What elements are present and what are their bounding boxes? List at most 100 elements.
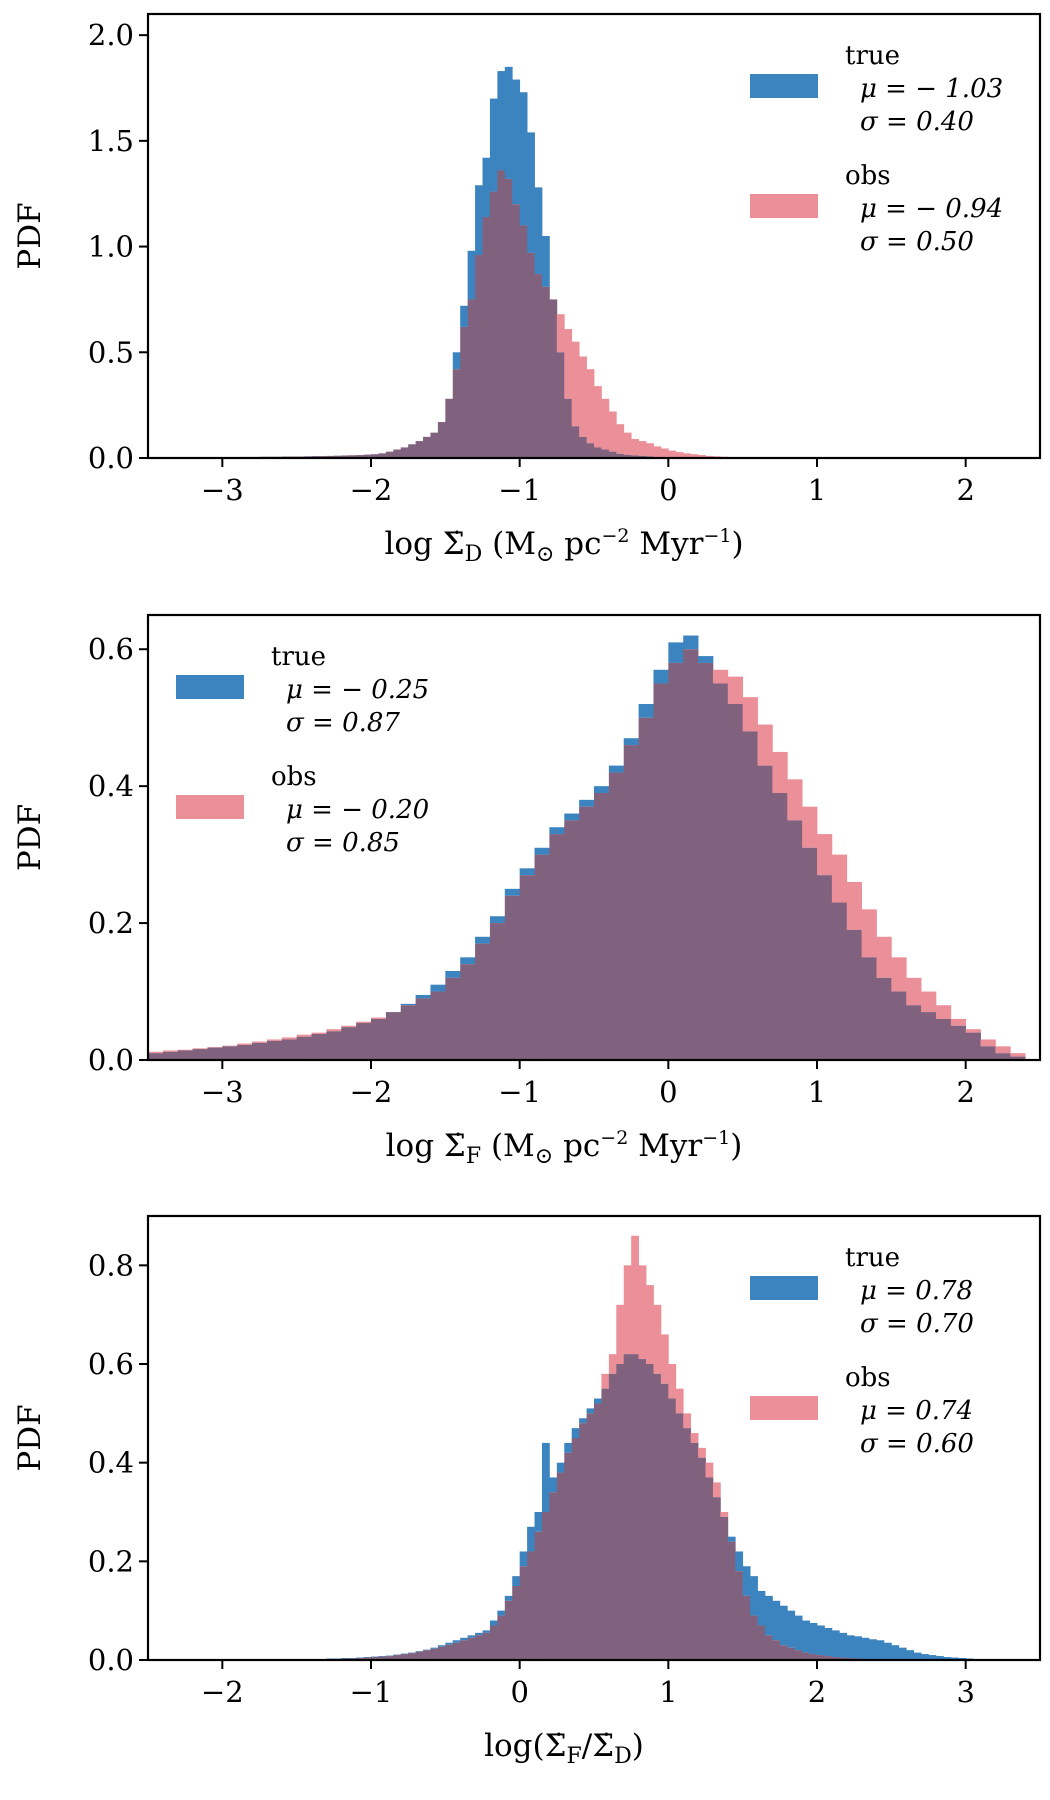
hist-bar-overlap: [586, 1413, 595, 1660]
hist-bar-true: [913, 1652, 922, 1660]
bars-group: [192, 66, 736, 458]
label-part: D: [614, 1744, 632, 1769]
hist-bar-true: [586, 1408, 595, 1414]
hist-bar-overlap: [452, 1642, 461, 1660]
hist-bar-overlap: [415, 441, 424, 458]
hist-bar-overlap: [222, 1046, 238, 1060]
legend-title-true: true: [845, 1243, 900, 1273]
legend-title-true: true: [845, 41, 900, 71]
hist-bar-true: [928, 1655, 937, 1660]
hist-bar-obs: [668, 1364, 677, 1399]
hist-bar-overlap: [995, 1053, 1011, 1060]
legend-sigma-obs: σ = 0.85: [286, 828, 400, 858]
x-tick-label: −1: [498, 473, 541, 507]
hist-bar-overlap: [950, 1025, 967, 1060]
axes-frame: [146, 12, 1042, 460]
hist-bar-true: [794, 1615, 803, 1651]
x-tick-label: −3: [201, 473, 244, 507]
hist-bar-true: [623, 738, 639, 746]
hist-bar-overlap: [623, 745, 639, 1060]
legend-swatch-obs: [750, 194, 818, 218]
y-tick-label: 0.4: [88, 1446, 134, 1480]
hist-bar-obs: [675, 1388, 684, 1414]
hist-bar-obs: [712, 669, 729, 684]
hist-bar-overlap: [519, 875, 535, 1060]
hist-bar-overlap: [430, 991, 446, 1060]
x-tick-label: 1: [659, 1675, 677, 1709]
hist-bar-obs: [1010, 1053, 1026, 1057]
hist-bar-overlap: [437, 1646, 446, 1660]
hist-bar-obs: [712, 1482, 721, 1498]
hist-bar-true: [467, 1635, 476, 1638]
y-tick-label: 0.8: [88, 1248, 134, 1282]
hist-bar-true: [489, 1620, 498, 1626]
hist-bar-true: [437, 1645, 446, 1647]
hist-bar-overlap: [757, 765, 773, 1060]
hist-bar-overlap: [638, 1359, 647, 1660]
hist-bar-true: [653, 669, 669, 684]
hist-bar-overlap: [720, 1516, 729, 1660]
hist-bar-overlap: [311, 1033, 327, 1060]
x-tick-label: 0: [659, 473, 677, 507]
hist-bar-true: [452, 1640, 461, 1643]
hist-bar-true: [415, 994, 431, 999]
hist-bar-true: [735, 1551, 744, 1572]
hist-bar-overlap: [281, 1039, 298, 1060]
hist-bar-true: [445, 971, 461, 978]
hist-bar-overlap: [541, 286, 550, 458]
y-tick-label: 0.0: [88, 441, 134, 475]
hist-bar-overlap: [378, 1656, 387, 1660]
hist-bar-overlap: [794, 1650, 803, 1660]
y-tick-label: 0.6: [88, 1347, 134, 1381]
hist-bar-overlap: [571, 426, 580, 458]
hist-bar-obs: [787, 779, 803, 821]
hist-bar-overlap: [556, 1472, 565, 1660]
hist-bar-true: [950, 1657, 959, 1660]
hist-bar-overlap: [638, 717, 654, 1060]
hist-bar-obs: [705, 1462, 714, 1478]
label-part: −1: [703, 525, 731, 547]
hist-bar-obs: [646, 443, 654, 457]
hist-bar-obs: [772, 751, 788, 793]
hist-bar-overlap: [356, 455, 364, 458]
hist-bar-true: [727, 1536, 736, 1542]
hist-bar-overlap: [727, 704, 744, 1060]
hist-bar-overlap: [341, 455, 350, 458]
hist-bar-true: [482, 1630, 491, 1633]
hist-bar-overlap: [393, 1655, 402, 1660]
y-tick-label: 0.0: [88, 1043, 134, 1077]
hist-bar-overlap: [772, 1640, 781, 1660]
hist-bar-overlap: [482, 216, 491, 458]
legend-mu-obs: μ = − 0.20: [286, 795, 429, 825]
x-tick-label: 2: [956, 1075, 974, 1109]
hist-bar-obs: [237, 1043, 253, 1045]
label-part: −1: [702, 1127, 730, 1149]
legend-swatch-true: [750, 1276, 818, 1300]
hist-bar-overlap: [393, 449, 402, 458]
hist-bar-overlap: [266, 1040, 283, 1060]
legend-mu-obs: μ = − 0.94: [860, 194, 1003, 224]
hist-bar-true: [891, 1645, 900, 1660]
hist-bar-obs: [608, 1354, 617, 1374]
hist-bar-obs: [995, 1046, 1011, 1054]
hist-bar-obs: [586, 369, 595, 444]
hist-bar-true: [541, 236, 550, 287]
hist-bar-obs: [616, 1304, 625, 1364]
hist-bar-obs: [162, 1050, 179, 1052]
axes-frame: [146, 613, 1042, 1062]
hist-bar-overlap: [616, 453, 625, 458]
hist-bar-true: [534, 187, 543, 275]
hist-bar-obs: [623, 1265, 632, 1355]
hist-bar-true: [750, 1576, 758, 1616]
hist-bar-obs: [690, 454, 699, 458]
hist-bar-overlap: [527, 252, 535, 458]
hist-bar-overlap: [787, 820, 803, 1060]
hist-bar-obs: [683, 453, 692, 458]
axes-frame: [146, 1214, 1042, 1662]
hist-bar-overlap: [400, 447, 409, 458]
hist-bar-true: [430, 1647, 439, 1649]
x-tick-label: 1: [808, 473, 826, 507]
hist-bar-overlap: [1010, 1056, 1026, 1060]
hist-bar-overlap: [504, 1600, 513, 1660]
